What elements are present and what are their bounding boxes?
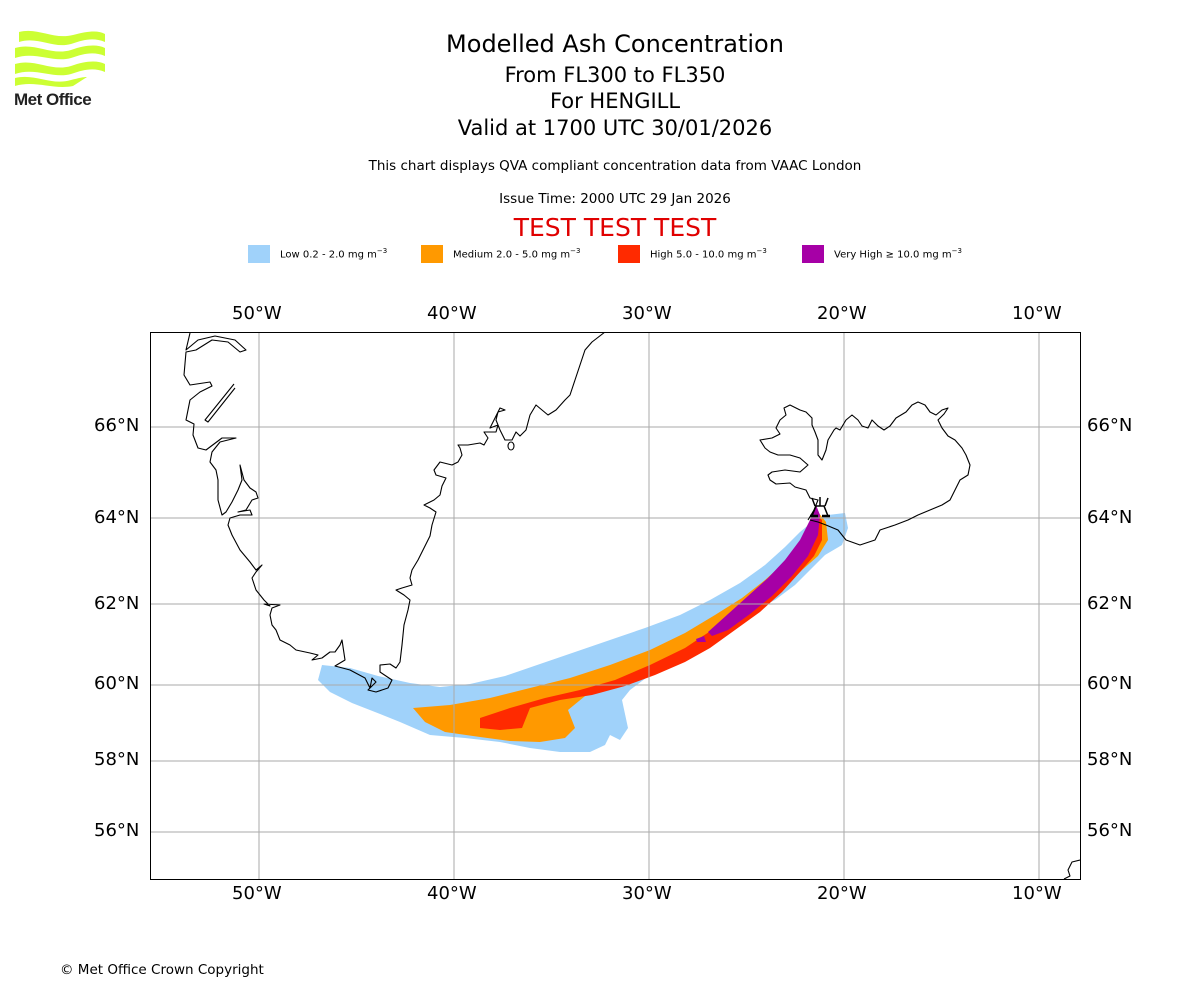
ash-area-very-high: [708, 505, 820, 636]
lat-tick-right: 62°N: [1087, 593, 1133, 614]
ash-area-high: [480, 514, 822, 730]
lat-tick-right: 60°N: [1087, 673, 1133, 694]
test-banner: TEST TEST TEST: [513, 213, 717, 242]
met-office-waves-icon: [15, 30, 105, 87]
lat-tick-left: 66°N: [94, 415, 140, 436]
lon-tick-top: 20°W: [817, 303, 867, 324]
coastline-greenland-fjord: [204, 383, 236, 423]
volcano-icon: [810, 497, 830, 518]
legend-item-high: High 5.0 - 10.0 mg m−3: [618, 244, 767, 263]
ash-area-very-high: [696, 636, 706, 642]
lon-tick-top: 10°W: [1012, 303, 1062, 324]
legend-swatch-very-high: [802, 244, 824, 263]
lon-tick-top: 40°W: [427, 303, 477, 324]
coastline-greenland-west: [183, 332, 606, 693]
flight-level-range: From FL300 to FL350: [504, 63, 726, 87]
lon-tick-bottom: 10°W: [1012, 883, 1062, 904]
lon-tick-bottom: 30°W: [622, 883, 672, 904]
coastline-iceland: [759, 401, 971, 546]
ash-concentration-map[interactable]: [150, 332, 1081, 880]
lon-tick-bottom: 50°W: [232, 883, 282, 904]
lat-tick-right: 64°N: [1087, 507, 1133, 528]
legend-swatch-high: [618, 244, 640, 263]
coastline-scotland: [1063, 859, 1080, 879]
lat-tick-right: 66°N: [1087, 415, 1133, 436]
lat-tick-left: 62°N: [94, 593, 140, 614]
map-frame: [150, 332, 1081, 880]
lon-tick-top: 50°W: [232, 303, 282, 324]
legend-swatch-medium: [421, 244, 443, 263]
logo-text: Met Office: [14, 90, 92, 109]
lat-tick-left: 58°N: [94, 749, 140, 770]
legend-item-very-high: Very High ≥ 10.0 mg m−3: [802, 244, 962, 263]
copyright-notice: © Met Office Crown Copyright: [60, 962, 264, 978]
chart-title: Modelled Ash Concentration: [446, 30, 784, 58]
coastline-greenland-island: [507, 441, 515, 451]
legend-item-low: Low 0.2 - 2.0 mg m−3: [248, 244, 387, 263]
graticule: [150, 332, 1080, 879]
legend-label-high: High 5.0 - 10.0 mg m−3: [650, 246, 767, 261]
lon-tick-top: 30°W: [622, 303, 672, 324]
issue-time: Issue Time: 2000 UTC 29 Jan 2026: [499, 191, 731, 207]
lon-tick-bottom: 40°W: [427, 883, 477, 904]
subtitle: This chart displays QVA compliant concen…: [368, 158, 862, 174]
legend-label-low: Low 0.2 - 2.0 mg m−3: [280, 246, 388, 261]
lat-tick-left: 56°N: [94, 820, 140, 841]
met-office-logo: [13, 30, 107, 92]
lon-tick-bottom: 20°W: [817, 883, 867, 904]
valid-time: Valid at 1700 UTC 30/01/2026: [457, 116, 773, 140]
volcano-name: For HENGILL: [549, 89, 681, 113]
lat-tick-right: 56°N: [1087, 820, 1133, 841]
legend-label-medium: Medium 2.0 - 5.0 mg m−3: [453, 246, 581, 261]
ash-area-low: [318, 513, 848, 752]
legend-item-medium: Medium 2.0 - 5.0 mg m−3: [421, 244, 580, 263]
legend-label-very-high: Very High ≥ 10.0 mg m−3: [834, 246, 962, 261]
lat-tick-right: 58°N: [1087, 749, 1133, 770]
legend-swatch-low: [248, 244, 270, 263]
lat-tick-left: 60°N: [94, 673, 140, 694]
lat-tick-left: 64°N: [94, 507, 140, 528]
